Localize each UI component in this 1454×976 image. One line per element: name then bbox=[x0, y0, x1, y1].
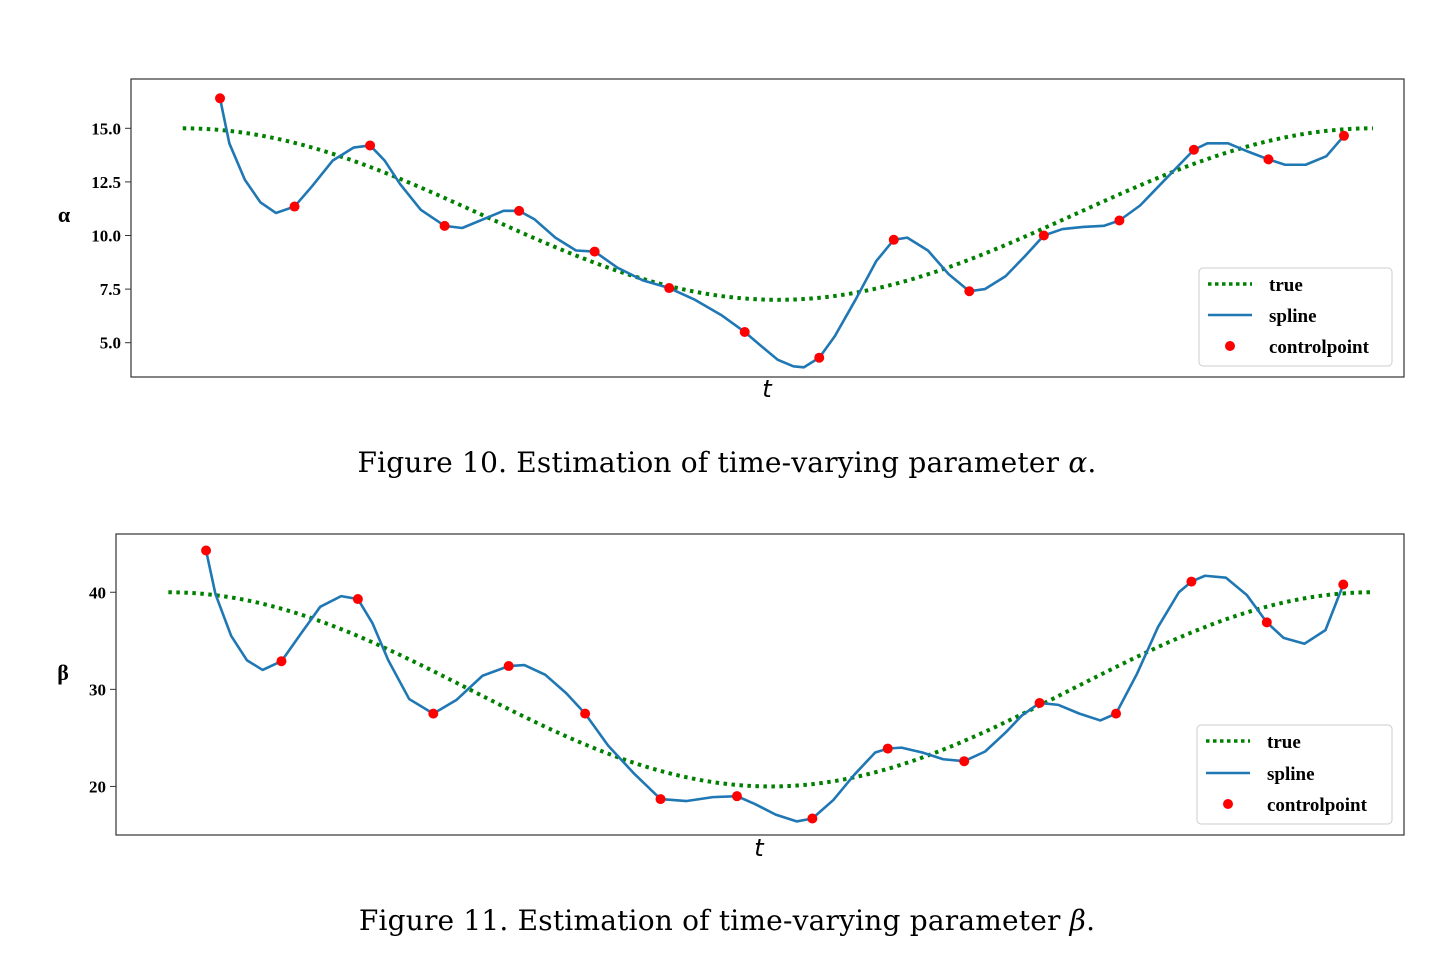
y-axis-label-beta: β bbox=[57, 660, 69, 685]
legend-controlpoint-label-alpha: controlpoint bbox=[1269, 337, 1370, 358]
control-point-alpha-12 bbox=[1114, 215, 1125, 226]
y-axis-label-alpha: α bbox=[58, 202, 71, 227]
true-line-beta bbox=[168, 590, 1373, 789]
y-tick-label-beta-0: 20 bbox=[89, 777, 106, 796]
control-point-beta-14 bbox=[1261, 617, 1272, 628]
control-point-beta-12 bbox=[1111, 708, 1122, 719]
legend-spline-label-alpha: spline bbox=[1269, 306, 1317, 327]
figure-10-caption-period: . bbox=[1087, 446, 1097, 479]
control-point-alpha-0 bbox=[215, 93, 226, 104]
true-curve-beta bbox=[168, 590, 1373, 789]
plot-frame-beta bbox=[115, 533, 1405, 836]
control-point-beta-11 bbox=[1034, 697, 1045, 708]
chart-alpha: 5.0 7.5 10.0 12.5 15.0 α t true spline contr… bbox=[58, 78, 1405, 403]
figure-11-caption-text: Figure 11. Estimation of time-varying pa… bbox=[358, 904, 1070, 937]
control-point-beta-1 bbox=[276, 656, 287, 667]
control-point-beta-5 bbox=[580, 708, 591, 719]
control-point-alpha-8 bbox=[814, 352, 825, 363]
control-point-beta-0 bbox=[201, 545, 212, 556]
control-point-alpha-9 bbox=[888, 234, 899, 245]
y-tick-label-beta-2: 40 bbox=[89, 583, 106, 602]
spline-line-alpha bbox=[218, 98, 1345, 369]
figure-10-caption-symbol: α bbox=[1068, 446, 1088, 479]
spline-curve-alpha bbox=[218, 98, 1345, 369]
legend-spline-label-beta: spline bbox=[1267, 764, 1315, 785]
control-point-alpha-10 bbox=[964, 286, 975, 297]
y-tick-label-alpha-1: 7.5 bbox=[100, 280, 121, 299]
control-point-alpha-13 bbox=[1188, 144, 1199, 155]
legend-alpha: true spline controlpoint bbox=[1198, 267, 1393, 367]
control-point-beta-9 bbox=[882, 743, 893, 754]
legend-box-beta bbox=[1196, 724, 1393, 825]
control-point-beta-10 bbox=[959, 756, 970, 767]
control-point-beta-8 bbox=[807, 813, 818, 824]
control-point-alpha-6 bbox=[664, 283, 675, 294]
x-axis-label-beta: t bbox=[754, 834, 765, 862]
control-point-alpha-14 bbox=[1263, 154, 1274, 165]
control-point-alpha-11 bbox=[1038, 230, 1049, 241]
y-tick-label-alpha-4: 15.0 bbox=[91, 119, 121, 138]
figure-10-caption-text: Figure 10. Estimation of time-varying pa… bbox=[357, 446, 1069, 479]
control-point-beta-2 bbox=[352, 594, 363, 605]
y-ticks-alpha: 5.0 7.5 10.0 12.5 15.0 bbox=[91, 119, 131, 353]
figure-11-caption-period: . bbox=[1086, 904, 1096, 937]
legend-beta: true spline controlpoint bbox=[1196, 724, 1393, 825]
spline-line-beta bbox=[204, 550, 1345, 823]
y-tick-label-alpha-0: 5.0 bbox=[100, 334, 121, 353]
plot-frame-alpha bbox=[130, 78, 1405, 378]
y-tick-label-alpha-3: 12.5 bbox=[91, 173, 121, 192]
legend-true-label-beta: true bbox=[1267, 732, 1301, 753]
y-tick-label-alpha-2: 10.0 bbox=[91, 227, 121, 246]
true-curve-alpha bbox=[182, 126, 1373, 302]
control-point-alpha-15 bbox=[1338, 130, 1349, 141]
control-point-beta-7 bbox=[731, 791, 742, 802]
control-point-alpha-7 bbox=[739, 326, 750, 337]
control-point-beta-3 bbox=[428, 708, 439, 719]
legend-controlpoint-swatch-alpha bbox=[1225, 341, 1235, 351]
control-point-beta-15 bbox=[1338, 579, 1349, 590]
chart-beta: 20 30 40 β t true spline controlpoint bbox=[57, 533, 1405, 862]
true-line-alpha bbox=[182, 126, 1373, 302]
control-point-beta-13 bbox=[1186, 576, 1197, 587]
legend-true-label-alpha: true bbox=[1269, 275, 1303, 296]
control-point-alpha-3 bbox=[439, 220, 450, 231]
control-point-alpha-2 bbox=[365, 140, 376, 151]
control-point-alpha-5 bbox=[589, 246, 600, 257]
control-points-beta bbox=[201, 545, 1349, 824]
figure-11-caption-symbol: β bbox=[1069, 904, 1087, 937]
spline-curve-beta bbox=[204, 550, 1345, 823]
legend-controlpoint-label-beta: controlpoint bbox=[1267, 795, 1368, 816]
control-point-alpha-1 bbox=[289, 201, 300, 212]
legend-controlpoint-swatch-beta bbox=[1223, 799, 1233, 809]
figure-10-caption: Figure 10. Estimation of time-varying pa… bbox=[0, 446, 1454, 479]
control-points-alpha bbox=[215, 93, 1349, 363]
legend-box-alpha bbox=[1198, 267, 1393, 367]
y-tick-label-beta-1: 30 bbox=[89, 680, 106, 699]
x-axis-label-alpha: t bbox=[762, 375, 773, 403]
control-point-beta-4 bbox=[503, 661, 514, 672]
y-ticks-beta: 20 30 40 bbox=[89, 583, 116, 796]
control-point-alpha-4 bbox=[514, 205, 525, 216]
figure-11-caption: Figure 11. Estimation of time-varying pa… bbox=[0, 904, 1454, 937]
control-point-beta-6 bbox=[655, 794, 666, 805]
